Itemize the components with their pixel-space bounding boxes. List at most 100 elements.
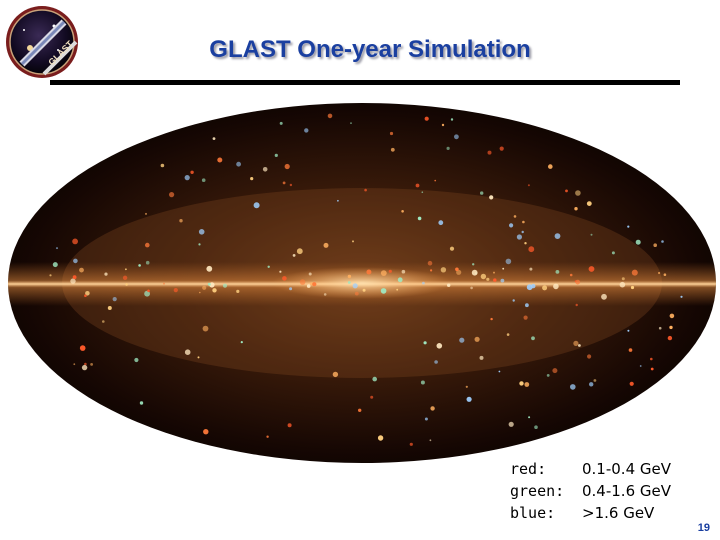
point-source bbox=[611, 251, 615, 255]
point-source bbox=[489, 195, 494, 200]
point-source bbox=[199, 291, 201, 294]
point-source bbox=[573, 340, 579, 346]
point-source bbox=[493, 278, 497, 282]
point-source bbox=[480, 191, 484, 195]
all-sky-map-image bbox=[8, 103, 716, 463]
point-source bbox=[198, 243, 201, 246]
point-source bbox=[362, 288, 366, 292]
point-source bbox=[304, 128, 309, 133]
point-source bbox=[440, 267, 447, 273]
point-source bbox=[472, 263, 475, 266]
point-source bbox=[279, 121, 283, 125]
point-source bbox=[184, 175, 190, 181]
point-source bbox=[274, 153, 278, 157]
point-source bbox=[669, 313, 675, 319]
point-source bbox=[663, 273, 667, 276]
point-source bbox=[289, 183, 293, 187]
point-source bbox=[212, 288, 217, 293]
point-source bbox=[436, 343, 443, 349]
point-source bbox=[262, 167, 268, 172]
point-source bbox=[85, 291, 90, 296]
point-source bbox=[522, 220, 525, 224]
point-source bbox=[434, 360, 438, 364]
point-source bbox=[446, 146, 450, 150]
point-source bbox=[527, 184, 530, 187]
point-source bbox=[112, 297, 117, 302]
point-source bbox=[450, 118, 454, 121]
point-source bbox=[312, 282, 317, 287]
point-source bbox=[512, 299, 515, 302]
point-source bbox=[147, 289, 150, 293]
point-source bbox=[308, 272, 312, 276]
point-source bbox=[203, 429, 209, 435]
point-source bbox=[639, 365, 642, 367]
point-source bbox=[347, 281, 351, 284]
point-source bbox=[347, 274, 352, 279]
point-source bbox=[358, 408, 362, 412]
point-source bbox=[680, 295, 683, 298]
point-source bbox=[323, 242, 329, 248]
point-source bbox=[134, 357, 139, 363]
point-source bbox=[366, 269, 372, 275]
point-source bbox=[524, 242, 527, 245]
legend-row-red: red: 0.1-0.4 GeV bbox=[510, 458, 671, 480]
point-source bbox=[534, 425, 538, 430]
point-source bbox=[555, 270, 560, 274]
title-divider bbox=[50, 80, 680, 85]
point-source bbox=[434, 179, 437, 182]
point-source bbox=[201, 178, 206, 182]
point-source bbox=[90, 363, 93, 366]
point-source bbox=[565, 189, 568, 193]
point-source bbox=[296, 248, 303, 255]
point-source bbox=[282, 276, 287, 281]
point-source bbox=[575, 279, 581, 285]
point-source bbox=[499, 146, 504, 151]
point-source bbox=[519, 381, 524, 386]
point-source bbox=[284, 163, 290, 170]
point-source bbox=[415, 183, 420, 188]
point-source bbox=[72, 275, 77, 280]
point-source bbox=[650, 367, 654, 371]
point-source bbox=[455, 267, 459, 272]
point-source bbox=[72, 238, 78, 245]
point-source bbox=[52, 262, 58, 268]
point-source bbox=[480, 273, 487, 280]
point-source bbox=[145, 260, 150, 265]
point-source bbox=[493, 271, 495, 274]
point-source bbox=[104, 272, 108, 276]
point-source bbox=[528, 246, 535, 253]
point-source bbox=[490, 317, 493, 321]
point-source bbox=[441, 123, 445, 127]
point-source bbox=[145, 242, 150, 248]
point-source bbox=[401, 210, 404, 213]
point-source bbox=[631, 269, 638, 276]
point-source bbox=[306, 284, 311, 288]
point-source bbox=[424, 116, 429, 121]
point-source bbox=[73, 258, 78, 264]
point-source bbox=[578, 344, 581, 347]
point-source bbox=[292, 254, 296, 257]
point-source bbox=[107, 306, 112, 310]
point-source bbox=[627, 329, 630, 332]
point-source bbox=[454, 134, 459, 140]
point-source bbox=[70, 278, 76, 284]
point-source bbox=[81, 364, 88, 371]
point-source bbox=[79, 345, 86, 351]
point-source bbox=[125, 283, 128, 286]
point-source bbox=[546, 374, 550, 377]
point-source bbox=[372, 376, 378, 382]
legend-value: 0.4-1.6 GeV bbox=[582, 482, 672, 500]
point-source bbox=[474, 336, 480, 342]
point-source bbox=[138, 264, 141, 267]
point-source bbox=[589, 382, 594, 387]
point-source bbox=[529, 267, 533, 271]
point-source bbox=[574, 207, 578, 211]
point-source bbox=[380, 270, 387, 276]
point-source bbox=[289, 287, 293, 291]
point-source bbox=[250, 177, 254, 181]
point-source bbox=[84, 294, 87, 297]
point-source bbox=[661, 240, 664, 243]
point-source bbox=[388, 269, 392, 273]
point-source bbox=[447, 283, 451, 287]
point-source bbox=[505, 258, 512, 265]
